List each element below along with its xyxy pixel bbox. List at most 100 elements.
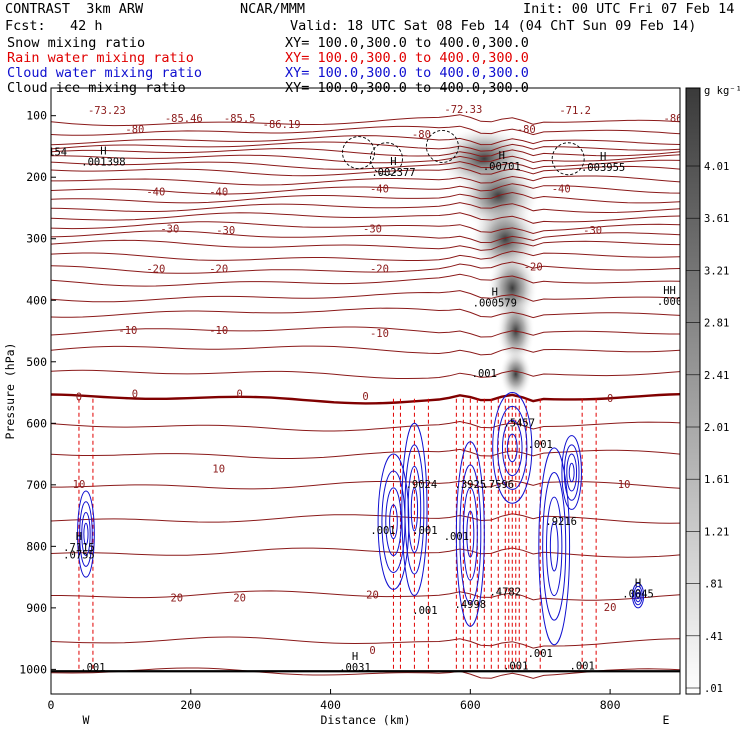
isotherm-line: [51, 141, 680, 152]
temperature-label: -85.46: [165, 113, 203, 125]
y-tick-label: 300: [26, 232, 47, 246]
extremum-label: .4998: [455, 599, 487, 611]
isotherm-line: [51, 261, 680, 274]
isotherm-line: [51, 307, 680, 319]
temperature-label: -20: [209, 264, 228, 276]
cloud-ice-contour: [551, 142, 585, 176]
temperature-label: -72.33: [444, 104, 482, 116]
extremum-label: .000579: [473, 297, 517, 309]
colorbar-label: 3.61: [704, 213, 729, 225]
temperature-label: 10: [212, 464, 225, 476]
isotherm-line: [51, 191, 680, 204]
cloud-water-contour: [631, 582, 645, 609]
temperature-label: -80: [517, 124, 536, 136]
extremum-label: .00701: [483, 161, 521, 173]
temperature-label: -40: [146, 187, 165, 199]
temperature-label: 0: [362, 391, 368, 403]
field-snow-xy: XY= 100.0,300.0 to 400.0,300.0: [285, 35, 529, 51]
extremum-label: H: [499, 150, 505, 162]
cloud-water-contour: [466, 510, 475, 558]
extremum-label: .0045: [622, 588, 654, 600]
extremum-label: H: [600, 151, 606, 163]
extremum-label: .001398: [81, 156, 125, 168]
plot-frame: [50, 87, 681, 695]
extremum-label: H: [492, 286, 498, 298]
y-tick-label: 800: [26, 539, 47, 553]
isotherm-line: [51, 420, 680, 432]
extremum-label: .0755: [63, 550, 95, 562]
extremum-label: .001: [412, 605, 437, 617]
cloud-water-contour: [549, 521, 559, 572]
field-cloudwater-name: Cloud water mixing ratio: [7, 65, 203, 81]
init-time: Init: 00 UTC Fri 07 Feb 14: [523, 1, 735, 17]
extremum-label: .001: [528, 439, 553, 451]
extremum-label: .4782: [489, 587, 521, 599]
temperature-label: -73.23: [88, 105, 126, 117]
temperature-label: 10: [618, 479, 631, 491]
y-axis-title: Pressure (hPa): [3, 343, 17, 440]
temperature-label: 0: [76, 392, 82, 404]
isotherm-line: [51, 147, 680, 157]
isotherm-line: [51, 114, 680, 127]
temperature-label: -71.2: [559, 105, 591, 117]
temperature-label: -86: [664, 113, 683, 125]
y-tick-label: 900: [26, 601, 47, 615]
temperature-label: 20: [170, 593, 183, 605]
y-tick-label: 400: [26, 293, 47, 307]
cloud-water-contour: [506, 433, 518, 463]
extremum-label: .5457: [503, 417, 535, 429]
y-tick-label: 200: [26, 170, 47, 184]
isotherm-line: [51, 221, 680, 235]
temperature-label: -80: [125, 124, 144, 136]
extremum-label: .001: [472, 368, 497, 380]
isotherm-line: [51, 667, 680, 679]
temperature-label: 0: [132, 388, 138, 400]
cloud-water-contour: [542, 472, 567, 621]
colorbar-label: 2.01: [704, 422, 729, 434]
y-tick-label: 100: [26, 109, 47, 123]
valid-time: Valid: 18 UTC Sat 08 Feb 14 (04 ChT Sun …: [290, 18, 697, 34]
isotherm-line: [51, 239, 680, 251]
extremum-label: .9024: [406, 479, 438, 491]
colorbar-label: 2.41: [704, 370, 729, 382]
extremum-label: H: [100, 145, 106, 157]
isotherm-line: [51, 448, 680, 459]
extremum-label: .7596: [482, 479, 514, 491]
colorbar-label: 1.21: [704, 526, 729, 538]
extremum-label: 3154: [42, 147, 67, 159]
y-tick-label: 600: [26, 416, 47, 430]
x-end-label-east: E: [663, 713, 670, 727]
isotherm-line: [51, 165, 680, 177]
temperature-label: 20: [604, 602, 617, 614]
isotherm-line: [51, 513, 680, 524]
temperature-label: 0: [369, 645, 375, 657]
temperature-label: -20: [370, 264, 389, 276]
temperature-label: -30: [216, 225, 235, 237]
cloud-water-contour: [561, 435, 582, 510]
colorbar-label: .41: [704, 631, 723, 643]
cloud-water-contour: [81, 512, 91, 557]
temperature-label: 20: [233, 593, 246, 605]
cloud-water-contour: [492, 392, 533, 504]
forecast-hour: Fcst: 42 h: [5, 18, 103, 34]
temperature-label: 0: [237, 388, 243, 400]
extremum-label: .001: [570, 660, 595, 672]
field-rain-xy: XY= 100.0,300.0 to 400.0,300.0: [285, 50, 529, 66]
extremum-label: .9216: [545, 516, 577, 528]
colorbar-unit: g kg⁻¹: [704, 85, 740, 97]
temperature-label: 20: [366, 590, 379, 602]
extremum-label: .7115: [63, 542, 95, 554]
cloud-water-contour: [538, 447, 571, 646]
field-rain-name: Rain water mixing ratio: [7, 50, 194, 66]
temperature-label: -85.5: [224, 113, 256, 125]
isotherm-line: [51, 154, 680, 164]
extremum-label: .001: [80, 662, 105, 674]
temperature-label: -30: [363, 224, 382, 236]
zero-isotherm: [51, 393, 680, 405]
colorbar-label: 1.61: [704, 474, 729, 486]
cloud-ice-contour: [370, 142, 403, 176]
x-tick-label: 200: [180, 698, 201, 712]
isotherm-line: [51, 250, 680, 261]
temperature-label: -40: [209, 187, 228, 199]
